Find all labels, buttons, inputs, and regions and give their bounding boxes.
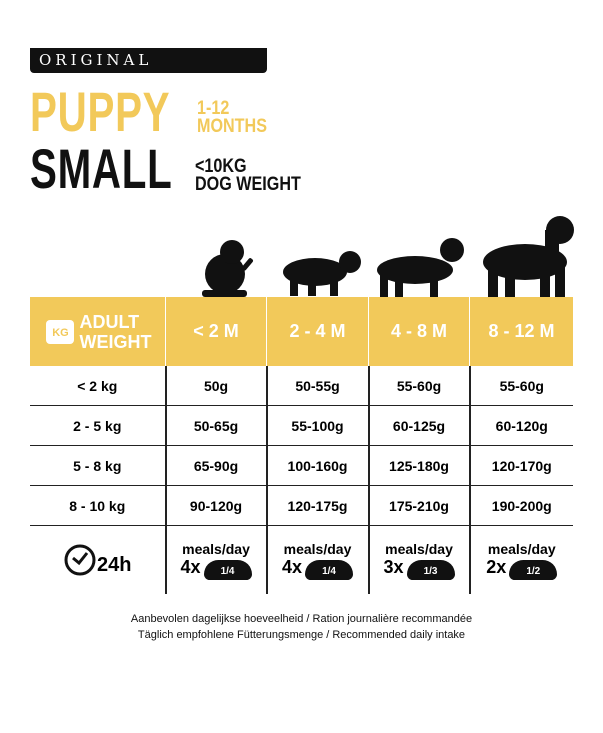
- kg-weight-icon: KG: [46, 319, 75, 344]
- bowl-icon: 1/2: [509, 559, 558, 580]
- amount-cell: 50g: [164, 366, 267, 406]
- original-badge: ORIGINAL: [30, 48, 267, 73]
- adult-label: ADULT: [79, 311, 140, 332]
- title-puppy: PUPPY: [30, 80, 171, 143]
- meal-cell: meals/day 4x 1/4: [164, 525, 267, 594]
- amount-cell: 175-210g: [367, 485, 470, 526]
- meal-count: 2x: [486, 557, 507, 578]
- bowl-icon: 1/4: [305, 559, 354, 580]
- table-row: 2 - 5 kg 50-65g 55-100g 60-125g 60-120g: [30, 405, 573, 446]
- meal-count: 4x: [281, 557, 303, 578]
- amount-cell: 120-175g: [265, 485, 369, 526]
- table-row: 5 - 8 kg 65-90g 100-160g 125-180g 120-170g: [30, 445, 573, 486]
- meal-count: 4x: [180, 557, 201, 578]
- age-range: 1-12 MONTHS: [197, 98, 267, 137]
- weight-cell: < 2 kg: [30, 366, 166, 406]
- puppy-silhouettes-icon: [202, 216, 574, 297]
- footer-line-2: Täglich empfohlene Fütterungsmenge / Rec…: [137, 629, 466, 641]
- amount-cell: 190-200g: [468, 485, 573, 526]
- adult-weight-label: ADULT WEIGHT: [80, 312, 152, 352]
- amount-cell: 55-60g: [367, 366, 470, 406]
- adult-weight-header: KG ADULT WEIGHT: [30, 297, 166, 366]
- amount-cell: 125-180g: [367, 445, 470, 486]
- meals-label: meals/day: [283, 541, 352, 558]
- weight-cell: 2 - 5 kg: [30, 405, 166, 446]
- age-range-value: 1-12: [197, 98, 230, 119]
- amount-cell: 60-125g: [367, 405, 470, 446]
- title-small: SMALL: [30, 137, 173, 200]
- column-header: < 2 M: [165, 297, 267, 366]
- amount-cell: 55-100g: [265, 405, 369, 446]
- feeding-table: KG ADULT WEIGHT < 2 M 2 - 4 M 4 - 8 M 8 -…: [30, 297, 573, 594]
- weight-label: WEIGHT: [79, 331, 152, 352]
- amount-cell: 65-90g: [164, 445, 267, 486]
- amount-cell: 60-120g: [468, 405, 573, 446]
- meals-label: meals/day: [385, 541, 453, 558]
- footer-line-1: Aanbevolen dagelijkse hoeveelheid / Rati…: [130, 613, 473, 625]
- weight-limit-value: <10KG: [195, 156, 247, 177]
- meals-label: meals/day: [487, 541, 556, 558]
- meals-label: meals/day: [182, 541, 250, 558]
- meal-cell: meals/day 3x 1/3: [367, 525, 470, 594]
- table-row: 8 - 10 kg 90-120g 120-175g 175-210g 190-200g: [30, 485, 573, 526]
- amount-cell: 50-65g: [164, 405, 267, 446]
- meal-cell: meals/day 4x 1/4: [265, 525, 369, 594]
- amount-cell: 120-170g: [468, 445, 573, 486]
- amount-cell: 55-60g: [468, 366, 573, 406]
- bowl-icon: 1/4: [203, 559, 252, 580]
- column-header: 4 - 8 M: [368, 297, 470, 366]
- meal-cell: meals/day 2x 1/2: [468, 525, 573, 594]
- meal-count: 3x: [383, 557, 404, 578]
- column-header: 8 - 12 M: [469, 297, 573, 366]
- table-header-row: KG ADULT WEIGHT < 2 M 2 - 4 M 4 - 8 M 8 -…: [30, 297, 573, 366]
- weight-limit: <10KG DOG WEIGHT: [195, 156, 301, 195]
- weight-cell: 5 - 8 kg: [30, 445, 166, 486]
- clock-icon: [64, 544, 96, 576]
- table-row: < 2 kg 50g 50-55g 55-60g 55-60g: [30, 366, 573, 406]
- weight-limit-label: DOG WEIGHT: [195, 174, 301, 195]
- amount-cell: 50-55g: [265, 366, 369, 406]
- clock-label: 24h: [97, 554, 132, 576]
- column-header: 2 - 4 M: [266, 297, 369, 366]
- amount-cell: 90-120g: [164, 485, 267, 526]
- bowl-icon: 1/3: [406, 559, 455, 580]
- meals-row: 24h meals/day 4x 1/4 meals/day 4x 1/4 meals/…: [30, 525, 573, 595]
- age-unit: MONTHS: [197, 116, 267, 137]
- clock-cell: 24h: [30, 526, 166, 595]
- weight-cell: 8 - 10 kg: [30, 485, 166, 526]
- amount-cell: 100-160g: [265, 445, 369, 486]
